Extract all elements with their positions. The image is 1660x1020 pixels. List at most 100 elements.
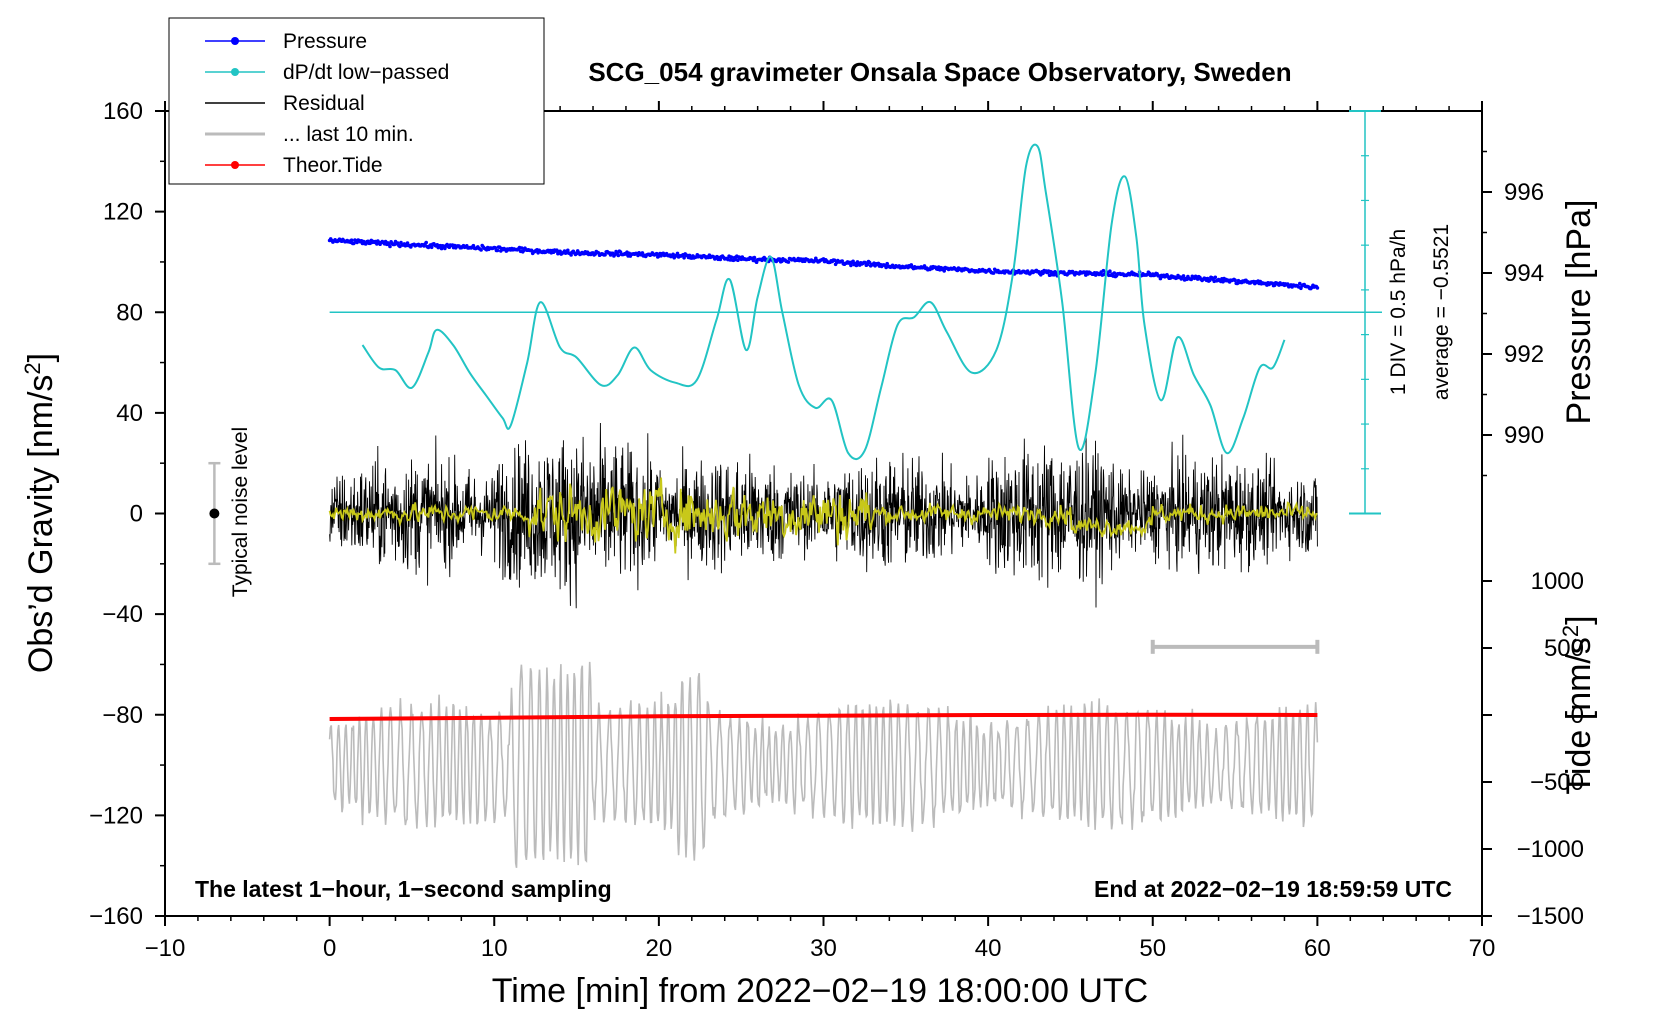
x-tick-label: −10: [145, 935, 186, 962]
pressure-point: [1181, 274, 1186, 278]
pressure-point: [851, 259, 855, 264]
pressure-point: [424, 240, 429, 245]
pressure-point: [1112, 271, 1117, 275]
x-tick-label: 0: [323, 935, 336, 962]
dpdt-average-label: average = −0.5521: [1430, 224, 1453, 400]
legend-label: Residual: [283, 92, 365, 115]
pressure-point: [991, 271, 996, 275]
pressure-point: [654, 251, 659, 256]
last10-series-line: [328, 661, 1319, 868]
pressure-point: [682, 255, 686, 260]
y-tick-label: −160: [89, 903, 143, 930]
x-tick-label: 40: [975, 935, 1002, 962]
pressure-point: [885, 261, 889, 266]
y-tick-label: 120: [103, 199, 143, 226]
y-tick-label: 40: [116, 400, 143, 427]
pressure-point: [479, 248, 483, 252]
pressure-point: [519, 246, 524, 250]
legend-swatch-marker: [231, 161, 239, 169]
tide-tick-label: −500: [1530, 769, 1584, 796]
x-tick-label: 10: [481, 935, 508, 962]
x-tick-label: 50: [1139, 935, 1166, 962]
y-tick-label: 80: [116, 299, 143, 326]
pressure-point: [616, 253, 621, 258]
pressure-point: [439, 246, 444, 251]
pressure-tick-label: 990: [1504, 422, 1544, 449]
noise-bar-center: [209, 508, 220, 519]
pressure-point: [1233, 278, 1237, 283]
y-tick-label: −80: [102, 702, 143, 729]
pressure-point: [349, 238, 354, 242]
pressure-point: [832, 258, 837, 263]
pressure-point: [640, 251, 645, 255]
pressure-point: [729, 255, 734, 259]
footer-right: End at 2022−02−19 18:59:59 UTC: [1094, 876, 1452, 902]
x-tick-label: 60: [1304, 935, 1331, 962]
noise-label: Typical noise level: [229, 427, 252, 597]
legend-label: ... last 10 min.: [283, 123, 414, 146]
pressure-point: [849, 263, 853, 268]
legend-box: [168, 17, 545, 185]
residual-smoothed-line: [328, 477, 1318, 554]
legend-swatch-marker: [231, 37, 239, 45]
pressure-point: [1108, 269, 1112, 274]
footer-left: The latest 1−hour, 1−second sampling: [195, 876, 612, 902]
pressure-point: [603, 253, 607, 257]
tide-tick-label: −1000: [1517, 836, 1584, 863]
x-axis-ticks: −10 0 10 20 30 40 50 60 70: [145, 101, 1496, 962]
pressure-point: [752, 255, 757, 260]
tide-tick-label: −1500: [1517, 903, 1584, 930]
pressure-point: [840, 259, 844, 263]
pressure-point: [1213, 275, 1218, 280]
x-tick-label: 20: [646, 935, 673, 962]
pressure-point: [443, 246, 447, 251]
pressure-point: [495, 248, 500, 253]
x-axis-title: Time [min] from 2022−02−19 18:00:00 UTC: [492, 972, 1148, 1010]
legend-swatch-marker: [231, 68, 239, 76]
pressure-point: [942, 269, 946, 273]
pressure-tick-label: 994: [1504, 260, 1544, 287]
tide-tick-label: 500: [1544, 635, 1584, 662]
tide-tick-label: 1000: [1531, 568, 1584, 595]
y-axis-left-ticks: 160 120 80 40 0 −40 −80 −120 −160: [89, 98, 165, 930]
chart-title: SCG_054 gravimeter Onsala Space Observat…: [588, 57, 1291, 87]
pressure-point: [1101, 268, 1106, 273]
y-tick-label: 160: [103, 98, 143, 125]
series-layer: [327, 143, 1320, 868]
y-tick-label: −40: [102, 601, 143, 628]
pressure-axis-title: Pressure [hPa]: [1560, 200, 1598, 425]
pressure-point: [566, 248, 570, 253]
pressure-point: [388, 244, 392, 249]
legend-label: Theor.Tide: [283, 154, 383, 177]
x-tick-label: 70: [1469, 935, 1496, 962]
legend-label: Pressure: [283, 30, 367, 53]
tide-axis-ticks: 1000 500 0 −500 −1000 −1500: [1482, 568, 1584, 930]
pressure-point: [569, 253, 573, 257]
legend-label: dP/dt low−passed: [283, 61, 449, 84]
pressure-point: [786, 260, 791, 264]
pressure-point: [718, 257, 723, 262]
y-tick-label: 0: [130, 501, 143, 528]
pressure-point: [777, 257, 782, 261]
tide-axis-title: Tide [nm/s2]: [1558, 615, 1598, 794]
pressure-point: [1208, 278, 1212, 283]
residual-series-line: [329, 422, 1318, 609]
pressure-point: [736, 258, 740, 263]
y-tick-label: −120: [89, 802, 143, 829]
pressure-point: [429, 245, 434, 250]
legend: Pressure dP/dt low−passed Residual ... last…: [168, 17, 545, 185]
pressure-point: [675, 251, 680, 256]
dpdt-series-line: [361, 143, 1286, 461]
x-tick-label: 30: [810, 935, 837, 962]
pressure-tick-label: 996: [1504, 179, 1544, 206]
pressure-point: [1298, 281, 1302, 286]
annotations-layer: [208, 110, 1382, 654]
y-axis-left-title: Obs’d Gravity [nm/s2]: [20, 353, 60, 673]
tide-tick-label: 0: [1571, 702, 1584, 729]
pressure-axis-ticks: 996 994 992 990: [1482, 150, 1544, 477]
pressure-point: [1315, 286, 1320, 290]
pressure-tick-label: 992: [1504, 341, 1544, 368]
tide-series-line: [329, 712, 1318, 721]
dpdt-scale-label: 1 DIV = 0.5 hPa/h: [1387, 229, 1410, 395]
